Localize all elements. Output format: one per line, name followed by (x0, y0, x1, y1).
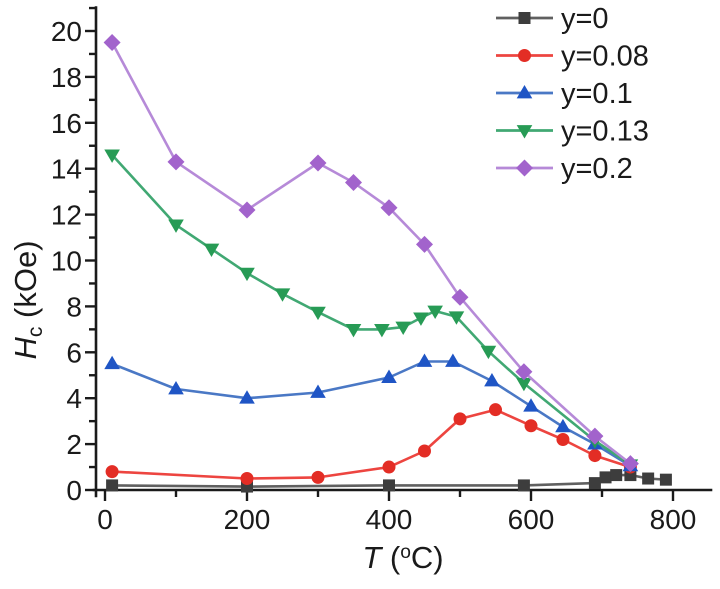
y-tick-label: 2 (66, 429, 82, 460)
circle-marker (489, 403, 502, 417)
triangle-down-marker (239, 267, 255, 282)
legend-label: y=0.1 (561, 78, 633, 110)
y-tick-label: 4 (66, 383, 82, 414)
diamond-marker (515, 363, 533, 381)
legend-item: y=0.13 (496, 116, 649, 148)
circle-marker (105, 465, 119, 479)
diamond-marker (103, 33, 121, 51)
triangle-up-marker (168, 381, 184, 395)
y-tick-label: 0 (66, 475, 82, 506)
diamond-marker (586, 427, 604, 445)
tick-labels: 0 200 400 600 800 0 2 4 6 8 10 12 14 16 18 20 (51, 16, 697, 535)
triangle-up-marker (445, 353, 461, 367)
x-tick-label: 800 (650, 504, 697, 535)
circle-marker (524, 419, 538, 433)
circle-marker (382, 460, 396, 474)
y-tick-label: 8 (66, 291, 82, 322)
square-marker (659, 473, 672, 486)
x-axis-title: T (oC) (362, 540, 443, 575)
square-marker (610, 469, 623, 482)
triangle-down-marker (310, 306, 326, 321)
x-tick-label: 400 (366, 504, 413, 535)
triangle-up-marker (239, 390, 255, 404)
triangle-down-marker (427, 305, 443, 319)
square-marker (518, 12, 531, 24)
triangle-up-marker (381, 369, 397, 383)
square-marker (517, 479, 530, 492)
diamond-marker (416, 235, 433, 253)
y-tick-label: 14 (51, 154, 82, 185)
y-axis-title: Hc (kOe) (8, 240, 47, 359)
diamond-marker (516, 159, 533, 177)
axis-ticks (85, 6, 675, 501)
y-tick-label: 12 (51, 200, 82, 231)
triangle-down-marker (395, 321, 411, 336)
square-marker (599, 471, 612, 484)
y-tick-label: 16 (51, 108, 82, 139)
axes (92, 6, 713, 498)
triangle-up-marker (104, 355, 120, 370)
legend-label: y=0.2 (561, 153, 633, 185)
triangle-up-marker (516, 85, 533, 99)
diamond-marker (167, 153, 185, 171)
x-tick-label: 0 (97, 504, 113, 535)
diamond-marker (309, 154, 327, 172)
diamond-marker (451, 288, 469, 306)
square-marker (106, 479, 119, 492)
triangle-up-marker (484, 372, 500, 387)
legend-item: y=0.1 (496, 78, 633, 110)
circle-marker (311, 470, 325, 484)
triangle-down-marker (516, 125, 533, 139)
legend-item: y=0.2 (496, 153, 633, 185)
circle-marker (518, 49, 531, 62)
square-marker (588, 477, 601, 490)
triangle-down-marker (168, 219, 184, 233)
triangle-down-marker (104, 149, 120, 163)
series-y0.2 (103, 33, 639, 473)
triangle-up-marker (310, 384, 326, 398)
square-marker (642, 472, 655, 485)
legend-item: y=0 (496, 3, 609, 35)
triangle-down-marker (345, 323, 362, 338)
x-tick-label: 600 (508, 504, 555, 535)
diamond-marker (238, 201, 256, 219)
triangle-up-marker (416, 353, 433, 367)
y-tick-label: 20 (51, 16, 82, 47)
legend-label: y=0 (561, 3, 609, 35)
diamond-marker (621, 455, 639, 473)
triangle-down-marker (374, 323, 390, 338)
y-tick-label: 18 (51, 62, 82, 93)
triangle-down-marker (480, 345, 497, 360)
diamond-marker (380, 199, 398, 217)
y-tick-label: 6 (66, 337, 82, 368)
circle-marker (588, 449, 602, 463)
legend-item: y=0.08 (496, 41, 649, 73)
legend: y=0 y=0.08 y=0.1 y=0.13 y=0.2 (496, 3, 649, 185)
triangle-down-marker (516, 377, 532, 392)
triangle-down-marker (274, 288, 291, 302)
circle-marker (556, 433, 570, 447)
circle-marker (418, 444, 431, 458)
legend-label: y=0.13 (561, 116, 649, 148)
circle-marker (240, 472, 254, 486)
triangle-up-marker (523, 398, 539, 412)
series-y0 (106, 469, 672, 493)
triangle-up-marker (555, 418, 571, 433)
square-marker (383, 479, 395, 492)
x-tick-label: 200 (224, 504, 271, 535)
diamond-marker (345, 173, 362, 191)
triangle-down-marker (203, 243, 220, 258)
series-line (111, 154, 632, 466)
triangle-down-marker (413, 312, 429, 326)
y-tick-label: 10 (51, 246, 82, 277)
triangle-down-marker (448, 311, 465, 325)
legend-label: y=0.08 (561, 41, 649, 73)
circle-marker (453, 412, 467, 426)
